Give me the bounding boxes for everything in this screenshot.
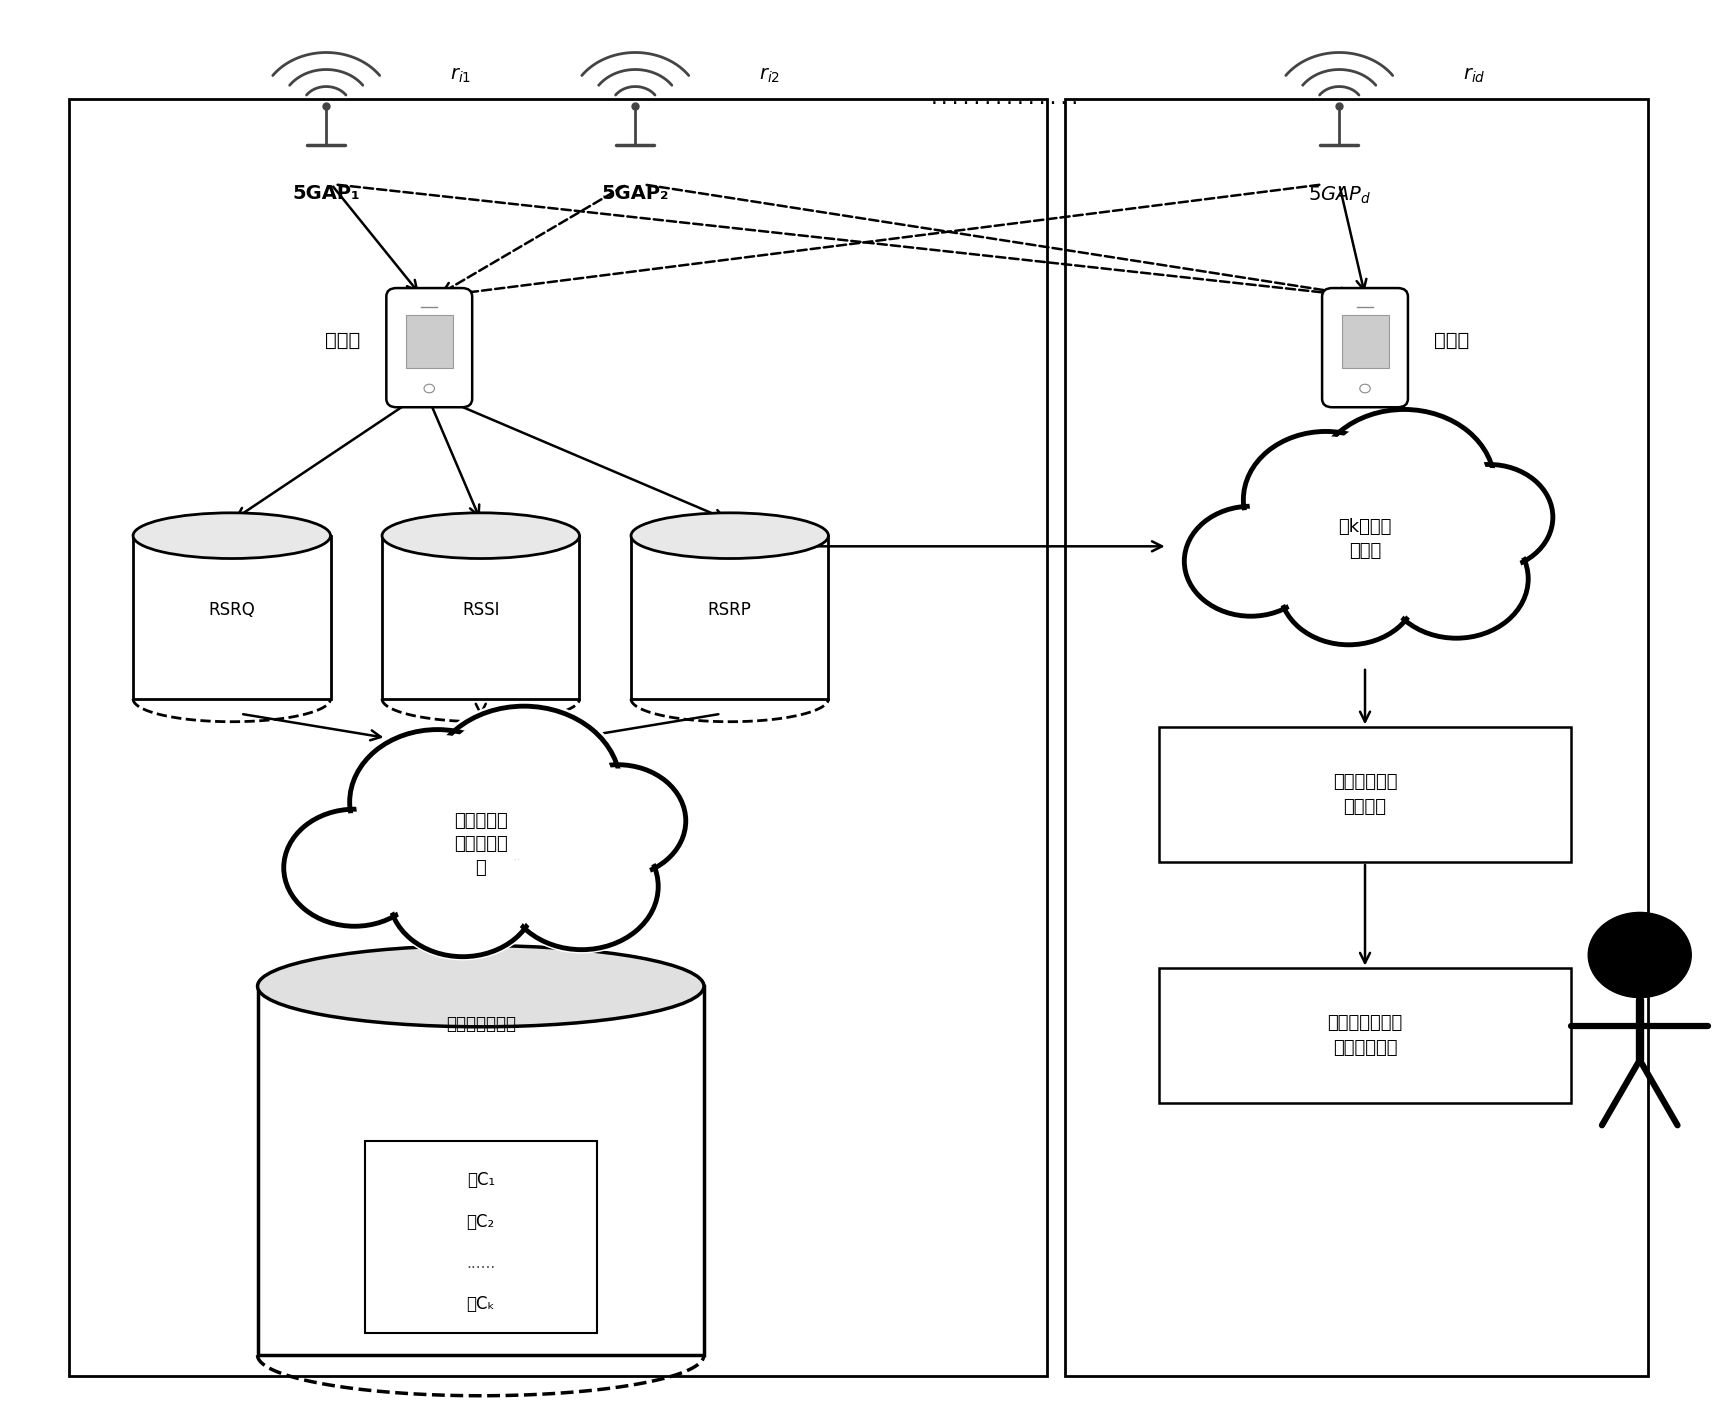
Bar	[381, 536, 579, 700]
Circle shape	[1360, 385, 1370, 393]
Circle shape	[1308, 406, 1499, 563]
Bar	[405, 315, 453, 368]
Circle shape	[357, 735, 519, 868]
Text: 簇C₁: 簇C₁	[467, 1171, 494, 1189]
Bar	[1065, 99, 1648, 1376]
Ellipse shape	[630, 512, 828, 559]
Text: ......: ......	[465, 1256, 496, 1271]
Text: 得到待测点的
簇别信息: 得到待测点的 簇别信息	[1332, 773, 1398, 816]
Circle shape	[1391, 524, 1523, 633]
Bar	[1159, 727, 1571, 861]
Text: 簇Cₖ: 簇Cₖ	[467, 1296, 494, 1313]
Bar	[1159, 968, 1571, 1104]
Ellipse shape	[381, 512, 580, 559]
Ellipse shape	[258, 945, 704, 1027]
Text: 与k个簇进
行比较: 与k个簇进 行比较	[1338, 518, 1392, 561]
Text: 5GAP₁: 5GAP₁	[292, 184, 361, 203]
Text: $5GAP_d$: $5GAP_d$	[1308, 184, 1370, 206]
Circle shape	[395, 840, 531, 952]
Circle shape	[1284, 535, 1413, 640]
Text: 5GAP₂: 5GAP₂	[601, 184, 670, 203]
Circle shape	[1588, 912, 1691, 998]
Circle shape	[1276, 528, 1422, 647]
Text: $r_{i2}$: $r_{i2}$	[759, 65, 780, 85]
Circle shape	[546, 762, 689, 880]
Bar	[1341, 315, 1389, 368]
Bar	[69, 99, 1047, 1376]
Circle shape	[555, 769, 680, 873]
Circle shape	[436, 712, 613, 858]
Bar	[364, 1141, 598, 1332]
Circle shape	[1181, 504, 1320, 619]
Circle shape	[1250, 437, 1401, 562]
Circle shape	[1430, 468, 1547, 566]
Circle shape	[1422, 461, 1556, 573]
Circle shape	[1320, 416, 1487, 553]
Text: 簇C₂: 簇C₂	[467, 1213, 494, 1230]
Bar	[258, 986, 704, 1355]
Text: RSRQ: RSRQ	[208, 602, 256, 619]
Circle shape	[290, 815, 419, 921]
Text: 待测点: 待测点	[1434, 331, 1470, 350]
Circle shape	[1190, 511, 1312, 612]
FancyBboxPatch shape	[1322, 288, 1408, 407]
Circle shape	[385, 832, 541, 959]
Circle shape	[1240, 429, 1413, 572]
Text: $r_{i1}$: $r_{i1}$	[450, 65, 470, 85]
Text: 估算出待测点作
业人员的位置: 估算出待测点作 业人员的位置	[1327, 1015, 1403, 1057]
Ellipse shape	[134, 512, 330, 559]
Circle shape	[501, 820, 663, 952]
Circle shape	[345, 727, 531, 878]
Text: ..............: ..............	[929, 91, 1080, 108]
Circle shape	[280, 806, 429, 929]
Text: 非负矩阵分
解多视图聚
类: 非负矩阵分 解多视图聚 类	[453, 812, 508, 877]
Bar	[632, 536, 828, 700]
Bar	[134, 536, 330, 700]
FancyBboxPatch shape	[386, 288, 472, 407]
Text: 采样点: 采样点	[325, 331, 361, 350]
Text: 聚类结果数据库: 聚类结果数据库	[446, 1015, 515, 1033]
Circle shape	[424, 385, 434, 393]
Text: $r_{id}$: $r_{id}$	[1463, 65, 1485, 85]
Text: RSRP: RSRP	[707, 602, 752, 619]
Circle shape	[1380, 517, 1532, 641]
Circle shape	[422, 702, 625, 870]
Circle shape	[512, 829, 652, 945]
Text: RSSI: RSSI	[462, 602, 500, 619]
